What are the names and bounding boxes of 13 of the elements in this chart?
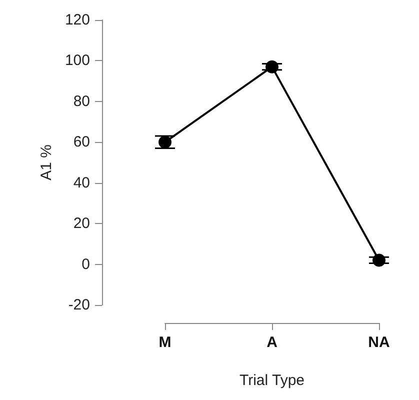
y-tick-label: 0: [82, 256, 90, 273]
x-tick-label: NA: [368, 334, 390, 351]
y-tick-label: 100: [64, 52, 90, 70]
y-tick-label: 60: [73, 134, 90, 151]
y-tick-label: -20: [68, 296, 90, 314]
x-axis-title: Trial Type: [239, 372, 305, 389]
y-axis-title: A1 %: [38, 144, 56, 180]
y-tick-label: 40: [73, 174, 90, 192]
x-tick-label: M: [158, 334, 172, 351]
y-tick-label: 120: [64, 12, 90, 28]
y-tick-label: 80: [73, 92, 90, 110]
y-tick-label: 20: [73, 215, 90, 232]
x-tick-label: A: [266, 334, 278, 351]
